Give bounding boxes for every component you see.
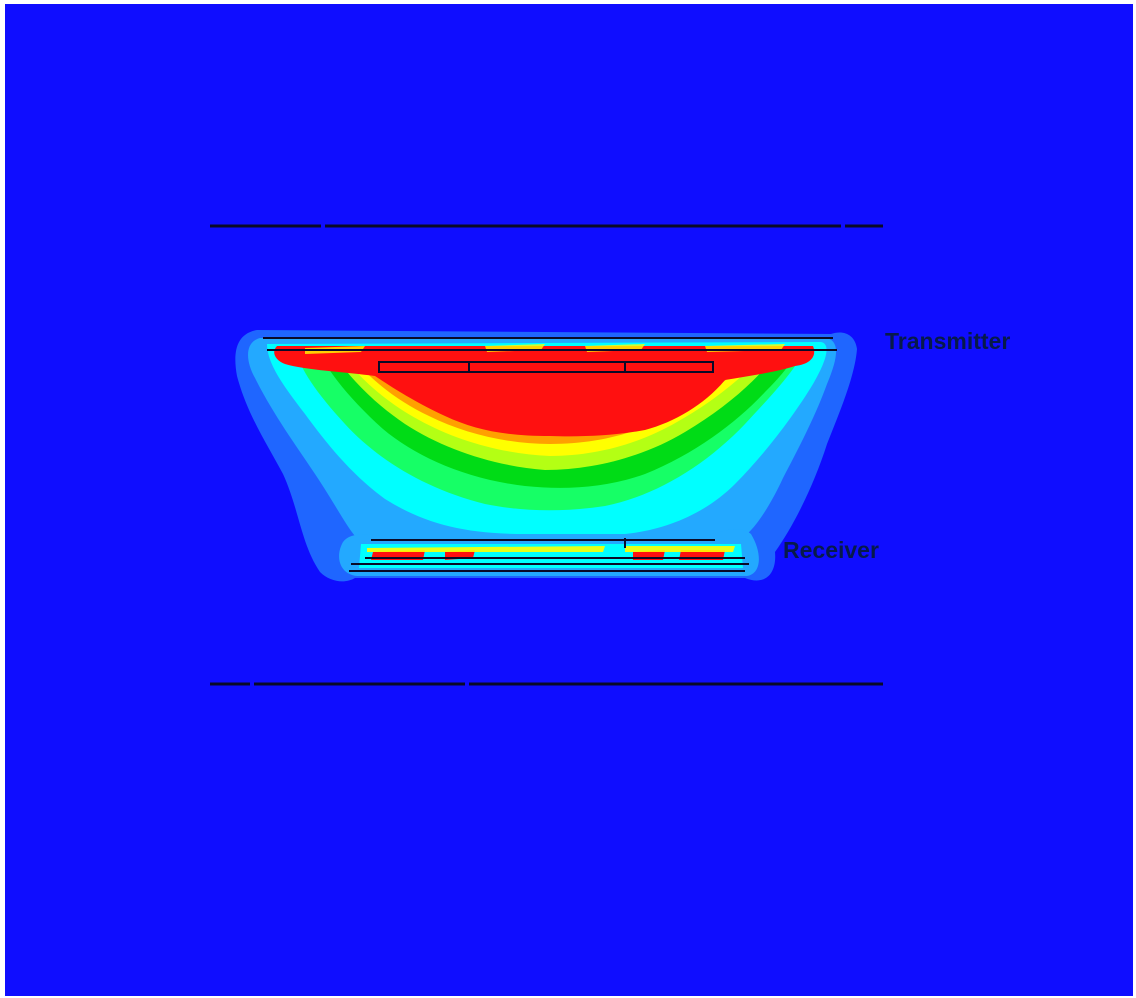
transmitter-label: Transmitter [885,328,1011,354]
receiver-label: Receiver [783,537,879,563]
transmitter-structure [263,337,837,373]
receiver-structure [349,538,749,572]
field-max-region [274,346,815,437]
field-contours [235,330,857,582]
transmitter-coil-segment [624,361,714,373]
field-plot-canvas [210,224,883,686]
boundary-lines [210,224,883,686]
magnetic-field-plot: Transmitter Receiver [5,4,1133,996]
receiver-warm-band [367,546,735,552]
